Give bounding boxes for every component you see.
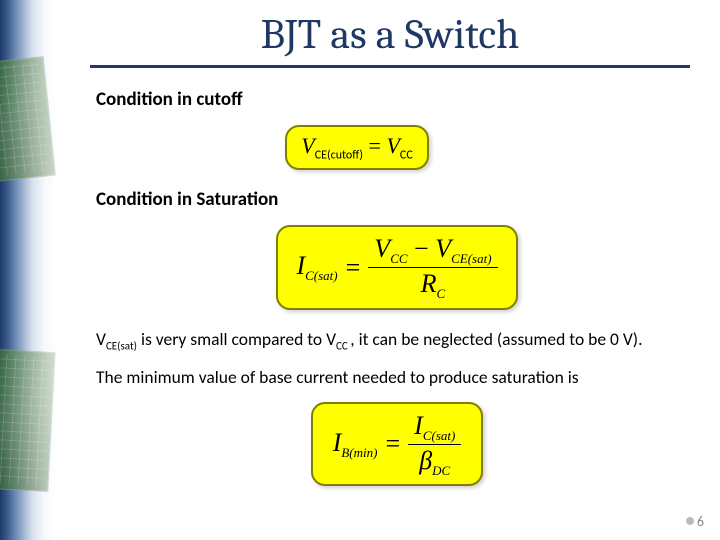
saturation-equation: IC(sat) = VCC − VCE(sat) RC bbox=[296, 233, 497, 302]
txt: , it can be neglected (assumed to be 0 V… bbox=[350, 328, 642, 350]
eq-sym: V bbox=[301, 133, 314, 158]
numerator: VCC − VCE(sat) bbox=[368, 233, 497, 267]
saturation-formula-row: IC(sat) = VCC − VCE(sat) RC bbox=[96, 225, 698, 310]
eq-sub: DC bbox=[432, 463, 450, 478]
txt-sub: CE(sat) bbox=[106, 339, 137, 352]
eq-sym: β bbox=[419, 446, 432, 475]
txt-sub: CC bbox=[336, 339, 350, 352]
eq-sym: V bbox=[374, 234, 390, 263]
denominator: βDC bbox=[413, 445, 456, 479]
cutoff-equation: VCE(cutoff) = VCC bbox=[301, 133, 412, 158]
eq-sub: C(sat) bbox=[305, 268, 338, 283]
page-number-value: 6 bbox=[697, 513, 704, 530]
cutoff-formula-row: VCE(cutoff) = VCC bbox=[96, 125, 698, 170]
txt: is very small compared to V bbox=[137, 328, 336, 350]
ibmin-formula-box: I B(min) = IC(sat) βDC bbox=[311, 402, 484, 487]
eq-sub: CE(sat) bbox=[451, 252, 491, 267]
paragraph-vcesat: VCE(sat) is very small compared to VCC ,… bbox=[96, 328, 698, 354]
paragraph-ibmin: The minimum value of base current needed… bbox=[96, 366, 698, 390]
cutoff-heading: Condition in cutoff bbox=[96, 88, 698, 111]
saturation-heading: Condition in Saturation bbox=[96, 188, 698, 211]
cutoff-formula-box: VCE(cutoff) = VCC bbox=[285, 125, 428, 170]
eq-eq: = bbox=[346, 253, 361, 283]
eq-sym: V bbox=[386, 133, 399, 158]
eq-sym: I bbox=[414, 411, 423, 440]
eq-sym: V bbox=[435, 234, 451, 263]
page-bullet-icon bbox=[686, 517, 694, 525]
eq-sub: C bbox=[437, 286, 446, 301]
saturation-formula-box: IC(sat) = VCC − VCE(sat) RC bbox=[276, 225, 517, 310]
page-number: 6 bbox=[686, 513, 704, 530]
eq-sub: C(sat) bbox=[423, 428, 456, 443]
ibmin-formula-row: I B(min) = IC(sat) βDC bbox=[96, 402, 698, 487]
eq-sub: B(min) bbox=[341, 445, 377, 460]
eq-sym: I bbox=[296, 251, 305, 280]
eq-sub: CE(cutoff) bbox=[315, 148, 363, 162]
content-area: Condition in cutoff VCE(cutoff) = VCC Co… bbox=[96, 88, 698, 516]
txt: V bbox=[96, 328, 106, 350]
eq-eq: = bbox=[385, 429, 400, 459]
eq-minus: − bbox=[414, 234, 435, 263]
eq-eq: = bbox=[369, 133, 387, 158]
eq-sym: R bbox=[421, 269, 437, 298]
slide-title: BJT as a Switch bbox=[90, 10, 690, 68]
fraction: IC(sat) βDC bbox=[408, 410, 461, 479]
numerator: IC(sat) bbox=[408, 410, 461, 444]
left-decorative-band bbox=[0, 0, 56, 540]
eq-sub: CC bbox=[390, 252, 407, 267]
eq-sub: CC bbox=[400, 148, 413, 162]
fraction: VCC − VCE(sat) RC bbox=[368, 233, 497, 302]
denominator: RC bbox=[415, 268, 452, 302]
gradient-haze bbox=[0, 0, 56, 540]
ibmin-equation: I B(min) = IC(sat) βDC bbox=[333, 410, 462, 479]
